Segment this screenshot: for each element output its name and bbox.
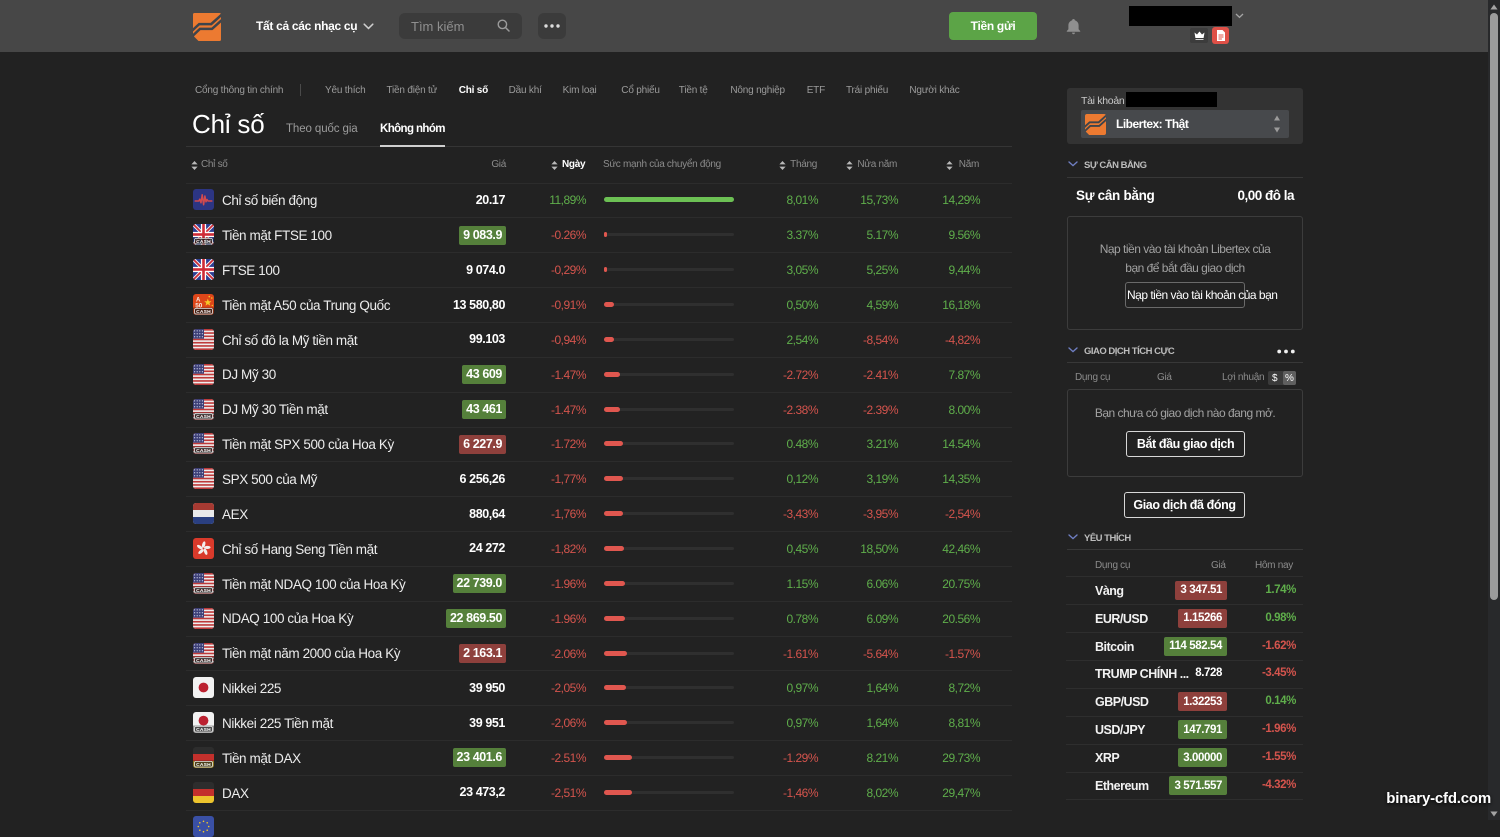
svg-text:50: 50: [195, 303, 203, 310]
svg-text:CASH: CASH: [196, 762, 211, 768]
svg-text:CASH: CASH: [196, 448, 211, 454]
svg-text:CASH: CASH: [196, 727, 211, 733]
svg-text:CASH: CASH: [196, 309, 211, 315]
svg-text:CASH: CASH: [196, 414, 211, 420]
svg-text:CASH: CASH: [196, 239, 211, 245]
svg-text:CASH: CASH: [196, 658, 211, 664]
svg-text:CASH: CASH: [196, 588, 211, 594]
svg-text:A: A: [196, 297, 201, 303]
